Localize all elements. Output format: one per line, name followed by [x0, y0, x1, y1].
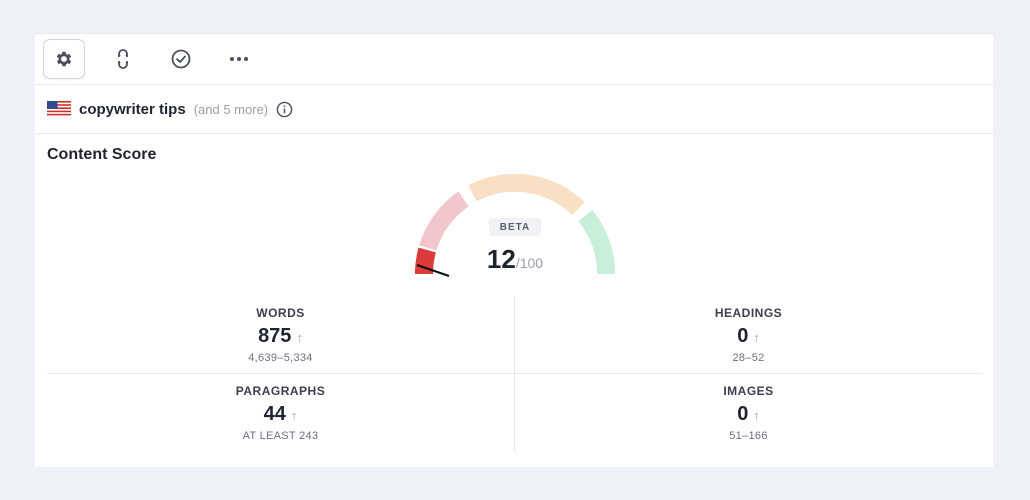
check-circle-icon [171, 49, 191, 69]
settings-button[interactable] [43, 39, 85, 79]
toolbar [35, 34, 993, 85]
score-max: /100 [515, 255, 544, 271]
gauge-needle [416, 263, 450, 278]
info-icon [276, 101, 293, 117]
metric-value: 875 [258, 325, 292, 347]
metric-range: 28–52 [732, 352, 765, 364]
more-button[interactable] [219, 40, 259, 78]
score-readout: 12/100 [465, 244, 565, 275]
metric-value: 44 [263, 403, 286, 425]
metric-value: 0 [737, 403, 749, 425]
metrics-horizontal-divider [47, 373, 982, 374]
check-button[interactable] [161, 40, 201, 78]
arrow-up-icon: ↑ [290, 408, 298, 423]
gauge-segment-pink [419, 191, 469, 251]
keyword-main[interactable]: copywriter tips [79, 100, 186, 118]
arrow-up-icon: ↑ [753, 408, 760, 423]
metric-images[interactable]: IMAGES 0 ↑ 51–166 [515, 384, 982, 442]
gauge-segment-green [578, 209, 616, 275]
more-icon [230, 57, 248, 61]
metric-words[interactable]: WORDS 875 ↑ 4,639–5,334 [47, 306, 514, 364]
keyword-row: copywriter tips (and 5 more) [35, 85, 993, 134]
gauge-segment-peach [468, 174, 585, 216]
metric-range: AT LEAST 243 [242, 430, 319, 442]
metrics-vertical-divider [514, 296, 515, 452]
score-value: 12 [486, 244, 516, 274]
link-icon [117, 49, 129, 69]
metric-headings[interactable]: HEADINGS 0 ↑ 28–52 [515, 306, 982, 364]
content-score-title: Content Score [47, 146, 157, 163]
score-gauge [414, 174, 616, 278]
arrow-up-icon: ↑ [296, 330, 303, 345]
metric-label: HEADINGS [714, 306, 783, 320]
metric-paragraphs[interactable]: PARAGRAPHS 44 ↑ AT LEAST 243 [47, 384, 514, 442]
link-button[interactable] [103, 40, 143, 78]
metric-range: 4,639–5,334 [248, 352, 313, 364]
metric-label: WORDS [256, 306, 305, 320]
us-flag-icon [47, 101, 71, 117]
metric-label: IMAGES [723, 384, 774, 398]
beta-badge: BETA [489, 218, 541, 236]
gear-icon [56, 51, 72, 67]
gauge-segment-red [414, 247, 436, 275]
keyword-more[interactable]: (and 5 more) [193, 101, 269, 117]
metric-range: 51–166 [729, 430, 768, 442]
metric-value: 0 [737, 325, 749, 347]
metrics-grid: WORDS 875 ↑ 4,639–5,334 HEADINGS 0 ↑ 28–… [47, 296, 982, 452]
arrow-up-icon: ↑ [753, 330, 760, 345]
metric-label: PARAGRAPHS [235, 384, 326, 398]
content-editor-panel: copywriter tips (and 5 more) Content Sco… [35, 33, 993, 467]
info-button[interactable] [276, 101, 293, 118]
